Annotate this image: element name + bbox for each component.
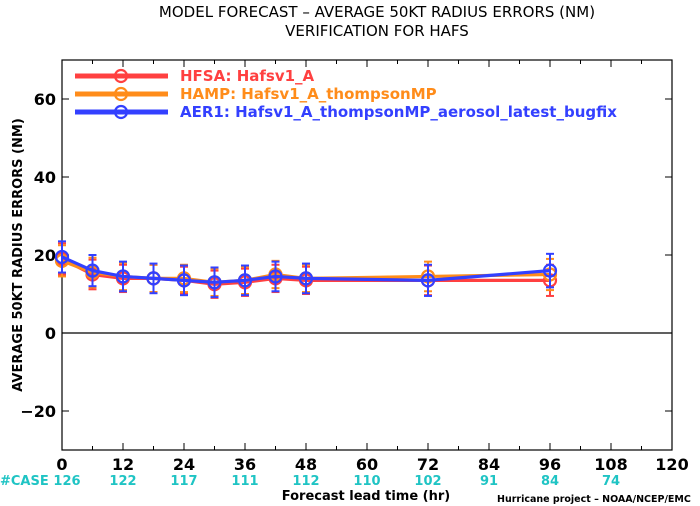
case-count: 84: [541, 474, 559, 489]
y-axis-label: AVERAGE 50KT RADIUS ERRORS (NM): [11, 118, 26, 392]
credit-text: Hurricane project – NOAA/NCEP/EMC: [497, 494, 691, 505]
x-tick-label: 60: [356, 455, 378, 474]
case-count: 117: [170, 474, 197, 489]
chart-title: MODEL FORECAST – AVERAGE 50KT RADIUS ERR…: [159, 3, 595, 21]
case-counts: #CASE 126 122 117 111 112 110 102 91 84 74: [0, 474, 620, 489]
legend-marker: [113, 104, 129, 120]
data-point: [542, 263, 558, 278]
case-count: 111: [231, 474, 258, 489]
data-point: [54, 249, 70, 265]
data-point: [115, 269, 131, 284]
data-point: [207, 275, 222, 290]
series-group: [54, 240, 558, 299]
data-point: [268, 269, 283, 284]
x-axis-label: Forecast lead time (hr): [282, 489, 450, 504]
axis-ticks: −20 0 20 40 60 0 12 24 36 48 60 72 84 96 108 120: [20, 60, 689, 474]
data-point: [176, 273, 192, 288]
x-tick-label: 48: [295, 455, 317, 474]
x-tick-label: 12: [112, 455, 134, 474]
legend-label: AER1: Hafsv1_A_thompsonMP_aerosol_latest…: [180, 103, 617, 121]
data-point: [420, 273, 436, 288]
x-tick-label: 84: [478, 455, 500, 474]
data-point: [146, 271, 161, 286]
y-tick-label: 0: [45, 324, 56, 343]
data-point: [237, 273, 253, 288]
x-tick-label: 24: [173, 455, 195, 474]
x-tick-label: 72: [417, 455, 439, 474]
case-count: 74: [602, 474, 620, 489]
x-tick-label: 96: [539, 455, 561, 474]
chart-subtitle: VERIFICATION FOR HAFS: [285, 22, 469, 40]
y-tick-label: 40: [34, 168, 56, 187]
legend-label: HAMP: Hafsv1_A_thompsonMP: [180, 85, 437, 103]
x-tick-label: 36: [234, 455, 256, 474]
series-3: [54, 240, 558, 299]
y-tick-label: 60: [34, 90, 56, 109]
y-tick-label: 20: [34, 246, 56, 265]
case-label: #CASE: [0, 474, 49, 489]
legend-marker: [113, 68, 129, 84]
x-tick-label: 0: [56, 455, 67, 474]
x-tick-label: 108: [594, 455, 627, 474]
case-count: 102: [414, 474, 441, 489]
case-count: 112: [292, 474, 319, 489]
case-count: 126: [53, 474, 80, 489]
y-tick-label: −20: [20, 402, 56, 421]
x-tick-label: 120: [655, 455, 688, 474]
legend-marker: [113, 86, 129, 102]
case-count: 122: [109, 474, 136, 489]
case-count: 110: [353, 474, 380, 489]
legend-label: HFSA: Hafsv1_A: [180, 67, 315, 85]
case-count: 91: [480, 474, 498, 489]
data-point: [85, 263, 100, 278]
data-point: [298, 271, 314, 286]
